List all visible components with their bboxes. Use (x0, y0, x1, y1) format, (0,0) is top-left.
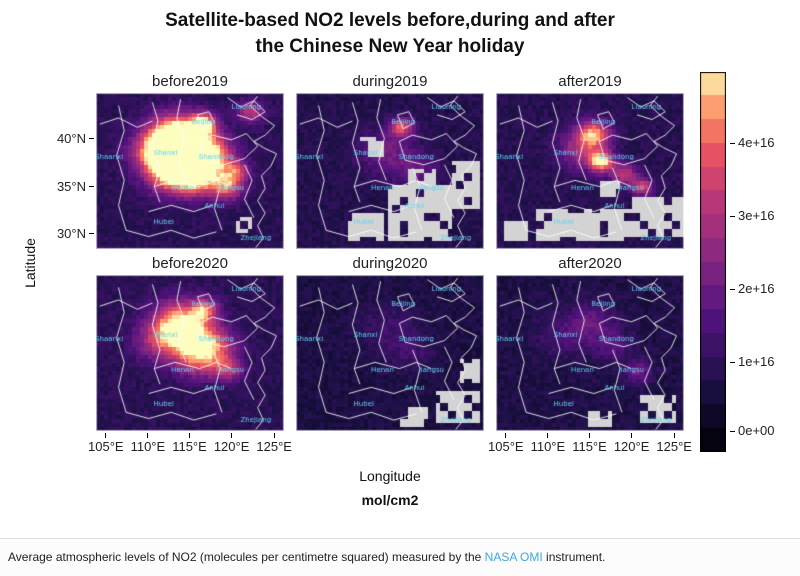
colorbar-tick-2e16: 2e+16 (730, 282, 775, 296)
tick-mark (89, 232, 94, 234)
y-tick-30N: 30°N (34, 225, 94, 241)
x-tick-120E: 120°E (214, 433, 250, 454)
colorbar-gradient (700, 72, 726, 452)
x-tick-120E: 120°E (614, 433, 650, 454)
panel-during2019: during2019 (296, 72, 484, 249)
panel-after2020: after2020 (496, 254, 684, 431)
panel-title-before2019: before2019 (152, 73, 228, 90)
caption-text-suffix: instrument. (542, 550, 606, 564)
colorbar-tick-4e16: 4e+16 (730, 136, 775, 150)
x-ticks-left-column: 105°E 110°E 115°E 120°E 125°E (88, 433, 292, 454)
x-tick-115E: 115°E (572, 433, 607, 454)
panel-title-during2019: during2019 (352, 73, 428, 90)
y-tick-label: 40°N (56, 130, 86, 146)
colorbar-tick-0e00: 0e+00 (730, 424, 775, 438)
map-during2019 (296, 93, 484, 249)
chart-title-line2: the Chinese New Year holiday (255, 36, 525, 57)
map-after2020 (496, 275, 684, 431)
units-label: mol/cm2 (361, 492, 419, 508)
colorbar-tick-1e16: 1e+16 (730, 355, 775, 369)
tick-mark (89, 137, 94, 139)
caption-area: Average atmospheric levels of NO2 (molec… (0, 538, 800, 576)
caption-link[interactable]: NASA OMI (484, 550, 543, 564)
x-tick-125E: 125°E (656, 433, 692, 454)
panel-title-after2019: after2019 (558, 73, 622, 90)
x-tick-110E: 110°E (531, 433, 566, 454)
x-ticks-right-column: 105°E 110°E 115°E 120°E 125°E (488, 433, 692, 454)
map-before2019 (96, 93, 284, 249)
colorbar-tick-3e16: 3e+16 (730, 209, 775, 223)
chart-title-line1: Satellite-based NO2 levels before,during… (165, 10, 615, 31)
map-during2020 (296, 275, 484, 431)
x-tick-110E: 110°E (131, 433, 166, 454)
x-tick-125E: 125°E (256, 433, 292, 454)
y-tick-label: 30°N (56, 225, 86, 241)
colorbar: 4e+16 3e+16 2e+16 1e+16 0e+00 (700, 72, 800, 452)
x-tick-105E: 105°E (488, 433, 524, 454)
caption-text-prefix: Average atmospheric levels of NO2 (molec… (8, 550, 485, 564)
tick-mark (89, 185, 94, 187)
panel-during2020: during2020 (296, 254, 484, 431)
y-tick-40N: 40°N (34, 130, 94, 146)
y-tick-label: 35°N (56, 178, 86, 194)
panel-title-after2020: after2020 (558, 255, 622, 272)
panel-title-during2020: during2020 (352, 255, 428, 272)
panel-before2020: before2020 (96, 254, 284, 431)
x-axis-label: Longitude (359, 468, 421, 484)
panel-after2019: after2019 (496, 72, 684, 249)
x-tick-105E: 105°E (88, 433, 124, 454)
y-tick-35N: 35°N (34, 178, 94, 194)
panel-before2019: before2019 (96, 72, 284, 249)
map-after2019 (496, 93, 684, 249)
chart-title: Satellite-based NO2 levels before,during… (0, 8, 780, 60)
panel-title-before2020: before2020 (152, 255, 228, 272)
x-tick-115E: 115°E (172, 433, 207, 454)
map-before2020 (96, 275, 284, 431)
y-axis-label: Latitude (22, 238, 38, 288)
caption: Average atmospheric levels of NO2 (molec… (8, 550, 605, 564)
